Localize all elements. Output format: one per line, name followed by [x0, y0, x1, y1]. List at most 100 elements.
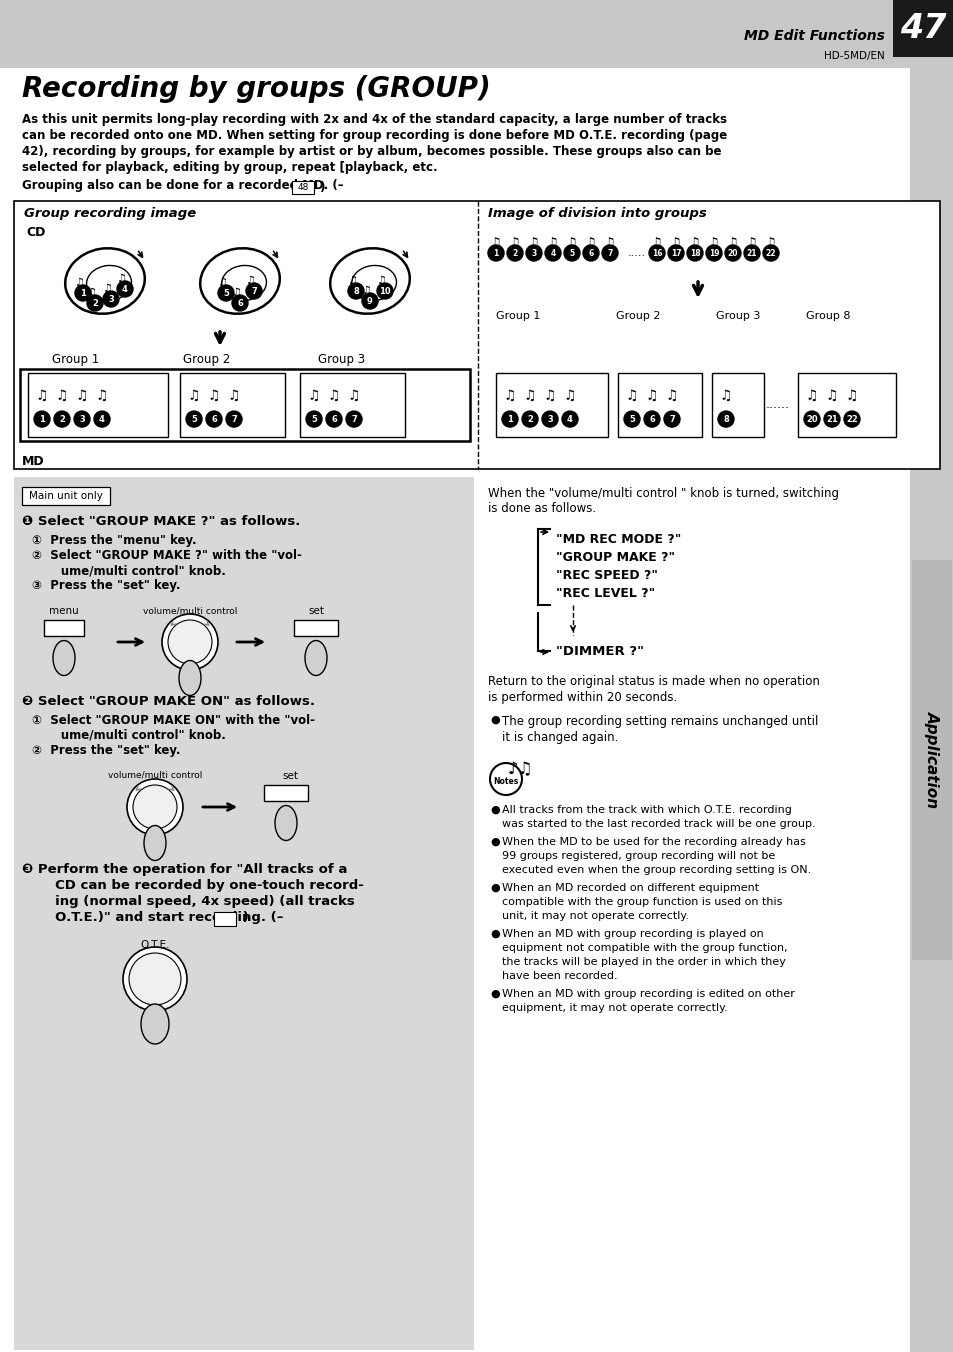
Circle shape — [623, 411, 639, 427]
Text: As this unit permits long-play recording with 2x and 4x of the standard capacity: As this unit permits long-play recording… — [22, 114, 726, 126]
Text: CD can be recorded by one-touch record-: CD can be recorded by one-touch record- — [32, 879, 363, 892]
Text: 1: 1 — [39, 415, 45, 423]
Bar — [28, 373, 168, 437]
Circle shape — [326, 411, 341, 427]
Text: ♫: ♫ — [528, 237, 539, 250]
Text: ♫: ♫ — [75, 388, 89, 403]
Text: CD: CD — [26, 226, 46, 239]
Text: 5: 5 — [311, 415, 316, 423]
Text: unit, it may not operate correctly.: unit, it may not operate correctly. — [501, 911, 688, 921]
Text: 22: 22 — [845, 415, 857, 423]
Circle shape — [525, 245, 541, 261]
Text: ♫: ♫ — [745, 237, 757, 250]
Text: ♫: ♫ — [55, 388, 69, 403]
Text: ♫: ♫ — [805, 388, 818, 403]
Circle shape — [376, 283, 393, 299]
Circle shape — [490, 763, 521, 795]
Ellipse shape — [274, 806, 296, 841]
Text: ♫: ♫ — [308, 388, 320, 403]
Text: ♫: ♫ — [669, 237, 681, 250]
Text: 4: 4 — [99, 415, 105, 423]
Text: ♫: ♫ — [625, 388, 638, 403]
Text: 4: 4 — [122, 284, 128, 293]
Circle shape — [361, 293, 377, 310]
Text: When an MD with group recording is edited on other: When an MD with group recording is edite… — [501, 990, 794, 999]
Text: ❶ Select "GROUP MAKE ?" as follows.: ❶ Select "GROUP MAKE ?" as follows. — [22, 515, 300, 529]
Circle shape — [75, 285, 91, 301]
Circle shape — [162, 614, 218, 671]
Ellipse shape — [53, 641, 75, 676]
Text: 7: 7 — [251, 287, 256, 296]
Text: ♫: ♫ — [584, 237, 597, 250]
Text: 10: 10 — [378, 287, 391, 296]
Circle shape — [127, 779, 183, 836]
Text: ♫: ♫ — [845, 388, 858, 403]
Text: Notes: Notes — [493, 776, 518, 786]
Text: ♫: ♫ — [543, 388, 556, 403]
Text: 5: 5 — [628, 415, 635, 423]
Circle shape — [544, 245, 560, 261]
Text: ♫: ♫ — [546, 237, 558, 250]
Text: All tracks from the track with which O.T.E. recording: All tracks from the track with which O.T… — [501, 804, 791, 815]
Text: 1: 1 — [507, 415, 513, 423]
Text: 6: 6 — [648, 415, 655, 423]
Text: 5: 5 — [569, 249, 574, 257]
Text: ❸ Perform the operation for "All tracks of a: ❸ Perform the operation for "All tracks … — [22, 863, 347, 876]
Text: 16: 16 — [651, 249, 661, 257]
Text: ♫: ♫ — [228, 388, 240, 403]
Circle shape — [648, 245, 664, 261]
Text: the tracks will be played in the order in which they: the tracks will be played in the order i… — [501, 957, 785, 967]
Text: ●: ● — [490, 804, 499, 815]
Bar — [892, 0, 953, 57]
Circle shape — [129, 953, 181, 1005]
Text: volume/multi control: volume/multi control — [108, 771, 202, 780]
Text: ●: ● — [490, 715, 499, 725]
Text: was started to the last recorded track will be one group.: was started to the last recorded track w… — [501, 819, 815, 829]
Text: 20: 20 — [805, 415, 817, 423]
Text: O.T.E.: O.T.E. — [140, 940, 170, 950]
Circle shape — [94, 411, 110, 427]
Text: ♫: ♫ — [75, 279, 85, 288]
Circle shape — [541, 411, 558, 427]
Text: .....: ..... — [627, 247, 645, 258]
Text: "REC SPEED ?": "REC SPEED ?" — [556, 569, 658, 581]
Ellipse shape — [141, 1005, 169, 1044]
Circle shape — [103, 291, 119, 307]
Circle shape — [74, 411, 90, 427]
Bar — [14, 201, 939, 469]
Text: ②  Press the "set" key.: ② Press the "set" key. — [32, 744, 180, 757]
Text: Group 8: Group 8 — [805, 311, 850, 320]
Text: 6: 6 — [331, 415, 336, 423]
Text: Application: Application — [923, 711, 939, 808]
Text: 8: 8 — [722, 415, 728, 423]
Text: volume/multi control: volume/multi control — [143, 606, 237, 615]
Text: Grouping also can be done for a recorded MD. (–: Grouping also can be done for a recorded… — [22, 178, 343, 192]
Bar — [299, 373, 405, 437]
Text: ♫: ♫ — [95, 388, 108, 403]
Text: ume/multi control" knob.: ume/multi control" knob. — [32, 564, 226, 577]
Text: ♫: ♫ — [376, 276, 387, 287]
Text: 3: 3 — [547, 415, 553, 423]
Text: 47: 47 — [899, 12, 945, 45]
Circle shape — [718, 411, 733, 427]
Text: ①  Press the "menu" key.: ① Press the "menu" key. — [32, 534, 196, 548]
Text: ♫: ♫ — [603, 237, 616, 250]
Bar — [0, 0, 953, 68]
Text: 21: 21 — [825, 415, 837, 423]
Text: 3: 3 — [531, 249, 536, 257]
Circle shape — [663, 411, 679, 427]
Text: 2: 2 — [59, 415, 65, 423]
Text: 7: 7 — [231, 415, 236, 423]
Text: 7: 7 — [607, 249, 612, 257]
Text: 6: 6 — [211, 415, 216, 423]
Text: ♫: ♫ — [764, 237, 776, 250]
Text: ♫: ♫ — [707, 237, 720, 250]
Text: ♫: ♫ — [563, 388, 576, 403]
Text: 3: 3 — [79, 415, 85, 423]
Text: ●: ● — [490, 883, 499, 894]
Text: HD-5MD/EN: HD-5MD/EN — [823, 51, 884, 61]
Text: 4: 4 — [550, 249, 555, 257]
Bar — [44, 621, 84, 635]
Circle shape — [823, 411, 840, 427]
Text: is performed within 20 seconds.: is performed within 20 seconds. — [488, 691, 677, 704]
